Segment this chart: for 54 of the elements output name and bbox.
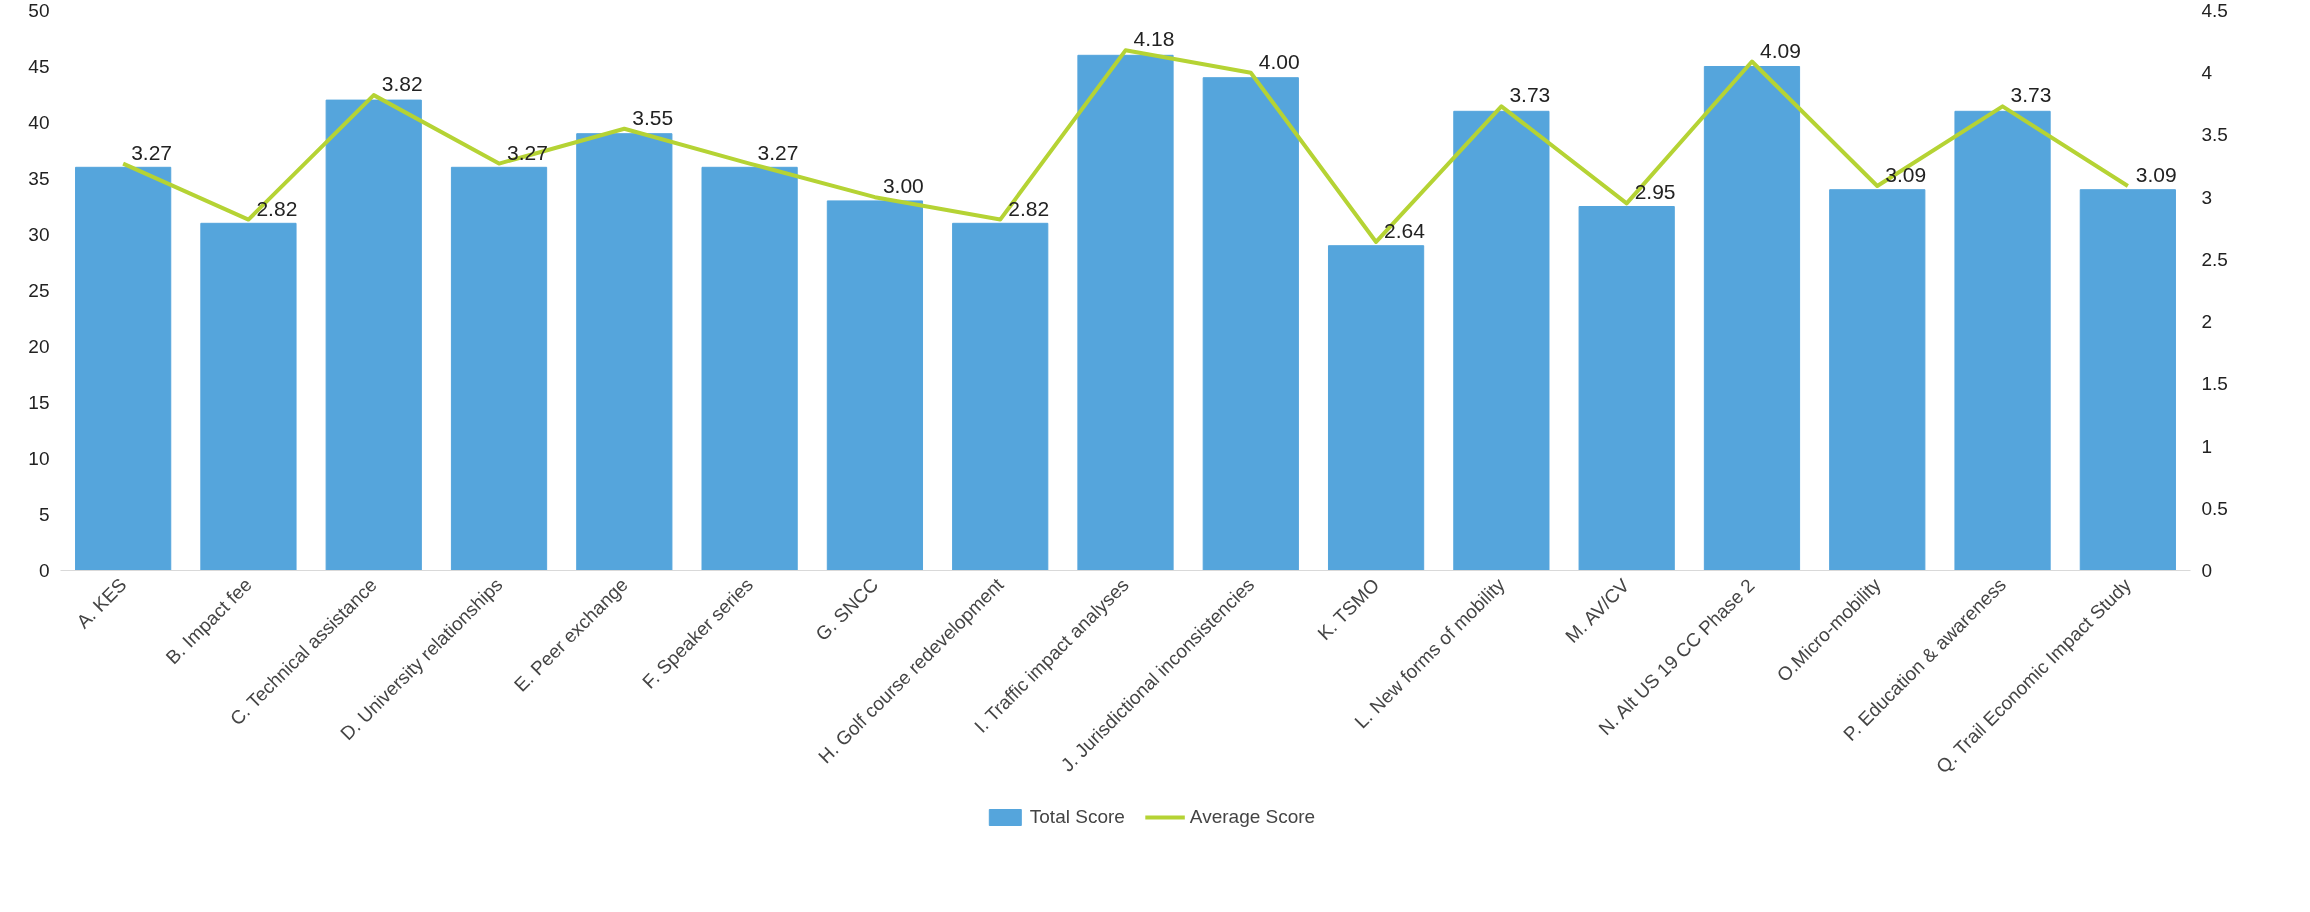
- data-label: 3.73: [2010, 83, 2052, 107]
- bar: [1829, 189, 1926, 571]
- y2-tick-label: 2: [2201, 311, 2213, 333]
- y2-tick-label: 1.5: [2201, 373, 2228, 395]
- data-label: 3.82: [381, 72, 423, 96]
- y2-tick-label: 3.5: [2201, 124, 2228, 146]
- y-tick-label: 0: [38, 560, 50, 581]
- bar: [2079, 189, 2176, 571]
- y-tick-label: 35: [28, 168, 50, 189]
- bar: [325, 99, 422, 571]
- bar: [450, 166, 548, 571]
- legend-label: Total Score: [1029, 806, 1125, 828]
- y2-tick-label: 2.5: [2201, 248, 2228, 270]
- data-label: 3.55: [632, 105, 674, 129]
- data-label: 2.64: [1384, 218, 1426, 242]
- data-label: 3.09: [2135, 162, 2177, 186]
- bar: [1327, 245, 1425, 571]
- bar: [576, 133, 673, 571]
- y2-tick-label: 3: [2201, 186, 2213, 208]
- y-tick-label: 10: [28, 448, 50, 469]
- y2-tick-label: 0: [2201, 560, 2213, 581]
- bar: [1703, 66, 1801, 571]
- bar: [1453, 110, 1550, 571]
- data-label: 4.18: [1133, 27, 1175, 51]
- data-label: 2.82: [1008, 196, 1050, 220]
- y-tick-label: 5: [38, 504, 50, 525]
- y-tick-label: 25: [28, 280, 50, 301]
- data-label: 3.00: [882, 174, 924, 198]
- y-tick-label: 50: [28, 0, 50, 21]
- data-label: 3.73: [1509, 83, 1551, 107]
- bar: [1954, 110, 2051, 571]
- bar: [952, 222, 1049, 571]
- bar: [75, 166, 172, 571]
- bar: [701, 166, 798, 571]
- data-label: 2.95: [1634, 180, 1676, 204]
- data-label: 4.00: [1258, 49, 1300, 73]
- data-label: 3.27: [131, 140, 173, 164]
- y2-tick-label: 4: [2201, 62, 2213, 84]
- data-label: 3.27: [757, 140, 799, 164]
- bar: [1578, 206, 1675, 571]
- y-tick-label: 30: [28, 224, 50, 245]
- y-tick-label: 45: [28, 56, 50, 77]
- bar: [826, 200, 924, 571]
- y2-tick-label: 4.5: [2201, 0, 2228, 21]
- y-tick-label: 15: [28, 392, 50, 413]
- legend-label: Average Score: [1189, 806, 1316, 828]
- bar: [1077, 54, 1174, 571]
- bar: [1202, 77, 1299, 571]
- y2-tick-label: 0.5: [2201, 497, 2228, 519]
- data-label: 4.09: [1759, 38, 1801, 62]
- y-tick-label: 20: [28, 336, 50, 357]
- bar: [200, 222, 297, 571]
- y2-tick-label: 1: [2201, 435, 2213, 457]
- y-tick-label: 40: [28, 112, 50, 133]
